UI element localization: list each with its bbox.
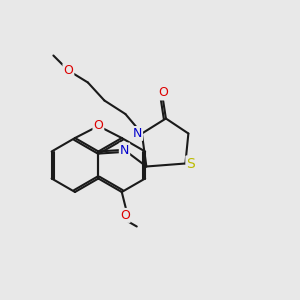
Text: N: N <box>133 127 142 140</box>
Text: O: O <box>158 86 168 100</box>
Text: N: N <box>120 143 129 157</box>
Text: O: O <box>63 64 73 77</box>
Text: O: O <box>120 209 130 222</box>
Text: O: O <box>93 119 103 133</box>
Text: S: S <box>186 157 195 170</box>
